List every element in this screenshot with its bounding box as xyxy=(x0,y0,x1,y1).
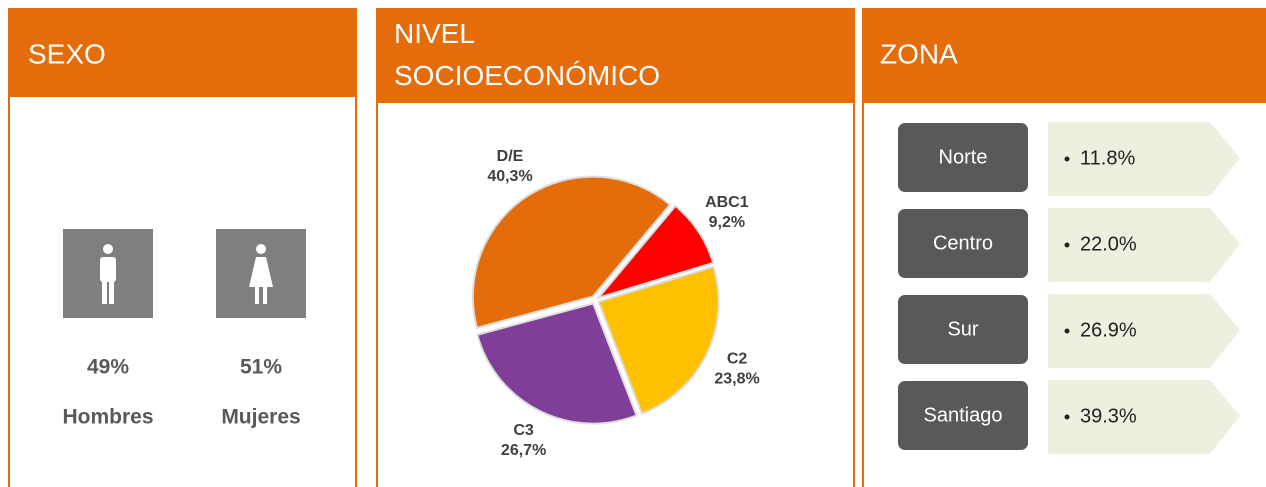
zone-box xyxy=(898,209,1028,278)
slice-value: 26,7% xyxy=(501,442,546,459)
label: Hombres xyxy=(62,406,153,429)
zone-name: Norte xyxy=(939,146,988,168)
header xyxy=(8,8,357,97)
header xyxy=(376,8,855,103)
title: SEXO xyxy=(28,38,106,69)
slice-value: 9,2% xyxy=(709,214,745,231)
bullet xyxy=(1064,414,1070,420)
pct: 51% xyxy=(240,356,282,379)
zone-pct: 39.3% xyxy=(1080,405,1137,427)
title: NIVEL SOCIOECONÓMICO xyxy=(394,18,660,91)
bullet xyxy=(1064,328,1070,334)
zone-name: Santiago xyxy=(924,404,1003,426)
male-icon xyxy=(63,229,153,318)
slice-label: ABC1 xyxy=(705,194,749,211)
title: ZONA xyxy=(880,38,958,69)
bullet xyxy=(1064,242,1070,248)
zone-box xyxy=(898,123,1028,192)
slice xyxy=(597,265,720,415)
slice-value: 40,3% xyxy=(487,168,532,185)
arrow xyxy=(1048,122,1240,196)
arrow xyxy=(1048,380,1240,454)
slice-value: 23,8% xyxy=(714,370,759,387)
pie: ABC1 9,2% C2 23,8% C3 26,7% D/E 40,3% xyxy=(471,148,760,459)
zone-name: Centro xyxy=(933,232,993,254)
slice-label: C3 xyxy=(513,422,534,439)
zone-pct: 22.0% xyxy=(1080,233,1137,255)
zone-pct: 26.9% xyxy=(1080,319,1137,341)
slice xyxy=(471,175,672,330)
slice-label: C2 xyxy=(727,350,748,367)
header xyxy=(862,8,1266,103)
slice xyxy=(595,204,715,300)
label: Mujeres xyxy=(221,406,300,429)
female-icon xyxy=(216,229,306,318)
zone-name: Sur xyxy=(947,318,978,340)
arrow xyxy=(1048,294,1240,368)
bullet xyxy=(1064,156,1070,162)
zona-rows: Norte 11.8% Centro 22.0% Sur 26.9% Santiago 39.… xyxy=(898,122,1240,454)
zone-box xyxy=(898,295,1028,364)
zone-pct: 11.8% xyxy=(1080,147,1135,169)
zone-box xyxy=(898,381,1028,450)
slice-label: D/E xyxy=(497,148,524,165)
arrow xyxy=(1048,208,1240,282)
pct: 49% xyxy=(87,356,129,379)
slice xyxy=(476,302,638,425)
